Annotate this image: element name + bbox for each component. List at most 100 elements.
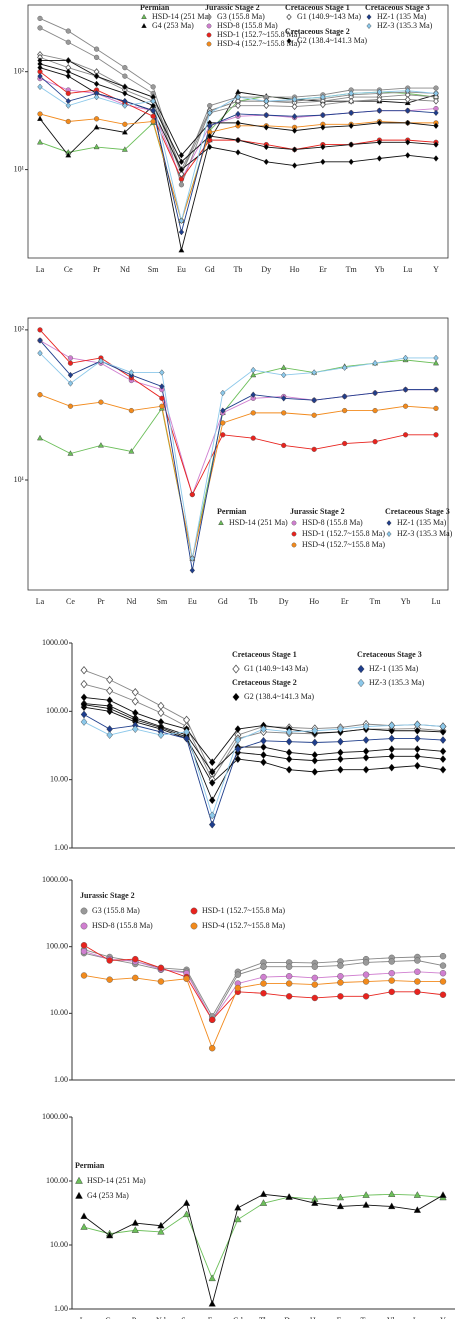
legend-marker xyxy=(357,678,365,688)
marker xyxy=(285,1193,293,1200)
marker xyxy=(342,440,348,447)
marker xyxy=(209,1016,216,1023)
marker xyxy=(260,758,267,767)
marker xyxy=(337,748,344,757)
marker xyxy=(362,765,370,774)
marker xyxy=(402,403,409,409)
marker xyxy=(320,111,326,119)
marker xyxy=(291,162,298,169)
x-tick-label: Y xyxy=(440,1316,446,1319)
x-tick-label: Lu xyxy=(432,597,441,606)
marker xyxy=(285,727,293,736)
legend-group-title: Cretaceous Stage 3 xyxy=(365,3,430,12)
marker xyxy=(414,978,421,985)
marker xyxy=(65,28,71,34)
marker xyxy=(291,146,298,153)
marker xyxy=(106,704,113,713)
marker xyxy=(208,767,216,776)
legend-group-title: Cretaceous Stage 1 xyxy=(285,3,350,12)
marker xyxy=(433,122,439,130)
marker xyxy=(234,971,242,978)
marker xyxy=(65,57,71,64)
marker xyxy=(80,942,88,949)
marker xyxy=(311,738,319,747)
marker xyxy=(260,980,267,987)
marker xyxy=(260,963,267,970)
marker xyxy=(439,969,447,977)
x-tick-label: Yb xyxy=(387,1316,397,1319)
marker xyxy=(183,734,190,743)
x-tick-label: Er xyxy=(341,597,349,606)
legend-marker xyxy=(190,907,198,915)
legend-marker xyxy=(141,13,147,19)
marker xyxy=(372,439,378,445)
marker xyxy=(234,1203,242,1211)
marker xyxy=(337,725,344,733)
marker xyxy=(311,726,319,735)
marker xyxy=(341,393,348,400)
marker xyxy=(131,1226,139,1233)
marker xyxy=(285,755,293,764)
marker xyxy=(80,972,88,979)
marker xyxy=(372,407,378,414)
marker xyxy=(122,102,128,109)
marker xyxy=(414,752,421,761)
marker xyxy=(433,386,439,393)
legend-group-title: Permian xyxy=(75,1161,105,1170)
marker xyxy=(235,88,241,95)
x-tick-label: Er xyxy=(337,1316,345,1319)
marker xyxy=(285,980,293,987)
marker xyxy=(128,448,135,454)
marker xyxy=(121,146,128,152)
marker xyxy=(337,979,344,986)
legend-marker xyxy=(232,664,240,674)
legend-label: G3 (155.8 Ma) xyxy=(217,12,265,21)
marker xyxy=(122,121,128,127)
marker xyxy=(122,65,128,71)
x-tick-label: Sm xyxy=(157,597,168,606)
y-tick-label: 100.00 xyxy=(46,706,68,715)
marker xyxy=(208,811,216,820)
marker xyxy=(362,971,370,978)
marker xyxy=(337,755,344,764)
marker xyxy=(388,958,395,965)
marker xyxy=(106,731,113,739)
marker xyxy=(285,973,293,980)
legend-label: G1 (140.9~143 Ma) xyxy=(244,664,308,673)
marker xyxy=(263,97,269,105)
marker xyxy=(132,955,139,963)
legend-group-title: Permian xyxy=(217,507,247,516)
marker xyxy=(337,737,344,746)
legend-label: HSD-8 (155.8 Ma) xyxy=(302,518,363,527)
marker xyxy=(402,432,409,438)
marker xyxy=(220,420,226,426)
marker xyxy=(189,567,195,574)
x-tick-label: Ce xyxy=(64,265,73,274)
x-tick-label: La xyxy=(80,1316,89,1319)
x-tick-label: Nd xyxy=(120,265,130,274)
marker xyxy=(65,72,71,80)
marker xyxy=(362,1191,370,1198)
marker xyxy=(433,432,439,438)
marker xyxy=(291,96,298,103)
marker xyxy=(405,107,411,114)
series-line xyxy=(83,1193,444,1306)
marker xyxy=(285,993,293,1000)
marker xyxy=(150,97,156,105)
x-tick-label: Eu xyxy=(208,1316,217,1319)
marker xyxy=(80,700,88,709)
marker xyxy=(336,1193,345,1201)
legend-label: G4 (253 Ma) xyxy=(152,21,194,30)
marker xyxy=(414,957,421,964)
marker xyxy=(439,765,447,774)
x-tick-label: Ho xyxy=(290,265,300,274)
y-tick-label: 100.00 xyxy=(46,941,68,950)
marker xyxy=(234,1215,242,1223)
y-tick-label: 1000.00 xyxy=(42,638,68,647)
marker xyxy=(439,1191,447,1198)
marker xyxy=(405,119,411,127)
marker xyxy=(65,151,72,158)
legend-marker xyxy=(141,22,147,28)
legend-group-title: Jurassic Stage 2 xyxy=(205,3,260,12)
marker xyxy=(433,155,439,162)
